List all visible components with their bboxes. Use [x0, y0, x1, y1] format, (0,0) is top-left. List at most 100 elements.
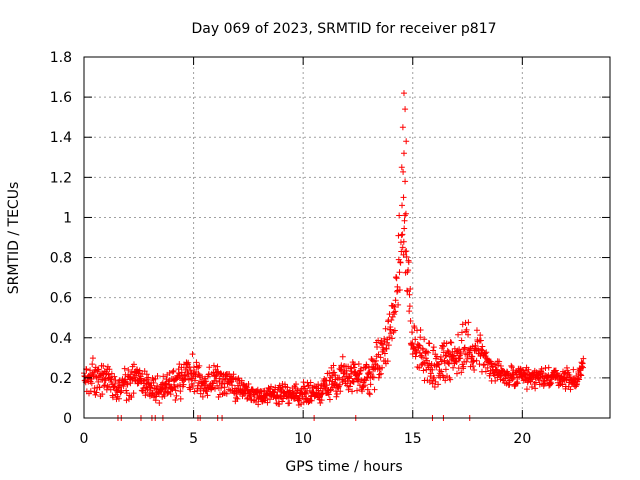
data-point: [196, 362, 203, 369]
data-point: [458, 369, 465, 376]
data-point: [156, 400, 163, 407]
data-point: [417, 326, 424, 333]
x-tick-label: 0: [80, 431, 89, 447]
data-point: [279, 398, 286, 405]
grid-lines: [84, 57, 610, 418]
data-point: [375, 374, 382, 381]
data-point: [243, 384, 250, 391]
data-point: [440, 374, 447, 381]
data-point: [89, 355, 96, 362]
data-point: [244, 395, 251, 402]
x-tick-label: 15: [404, 431, 422, 447]
data-point: [419, 354, 426, 361]
data-point: [430, 347, 437, 354]
data-point: [284, 384, 291, 391]
data-point: [364, 386, 371, 393]
data-point: [464, 355, 471, 362]
data-point: [471, 366, 478, 373]
data-point: [95, 366, 102, 373]
data-point: [99, 391, 106, 398]
data-point: [204, 392, 211, 399]
data-point: [177, 395, 184, 402]
data-point: [463, 358, 470, 365]
data-point: [203, 378, 210, 385]
data-point: [366, 390, 373, 397]
data-point: [483, 349, 490, 356]
data-point: [405, 267, 412, 274]
data-point: [318, 391, 325, 398]
data-point: [124, 381, 131, 388]
data-point: [346, 383, 353, 390]
data-point: [349, 388, 356, 395]
data-point: [426, 340, 433, 347]
data-point: [351, 364, 358, 371]
data-point: [412, 336, 419, 343]
data-point: [214, 363, 221, 370]
data-point: [115, 395, 122, 402]
y-tick-label: 0.8: [50, 251, 72, 267]
data-point: [416, 342, 423, 349]
data-point: [398, 164, 405, 171]
data-point: [435, 381, 442, 388]
data-point: [391, 327, 398, 334]
data-point: [561, 370, 568, 377]
data-point: [417, 334, 424, 341]
data-point: [404, 287, 411, 294]
data-point: [409, 329, 416, 336]
data-point: [458, 329, 465, 336]
data-point: [509, 376, 516, 383]
data-point: [330, 362, 337, 369]
data-point: [392, 297, 399, 304]
data-point: [420, 367, 427, 374]
y-tick-label: 1.2: [50, 170, 72, 186]
data-point: [376, 371, 383, 378]
data-point: [480, 362, 487, 369]
data-point: [400, 90, 407, 97]
data-point: [574, 375, 581, 382]
data-point: [366, 391, 373, 398]
x-axis-title: GPS time / hours: [285, 459, 402, 475]
data-point: [329, 373, 336, 380]
data-point: [377, 370, 384, 377]
data-point: [423, 348, 430, 355]
data-point: [268, 383, 275, 390]
data-point: [335, 383, 342, 390]
data-point: [395, 232, 402, 239]
data-point: [326, 370, 333, 377]
data-point: [438, 368, 445, 375]
data-point: [431, 384, 438, 391]
data-point: [403, 138, 410, 145]
data-point: [223, 390, 230, 397]
data-point: [443, 340, 450, 347]
data-point: [570, 366, 577, 373]
data-point: [465, 319, 472, 326]
data-point: [540, 370, 547, 377]
data-point: [465, 331, 472, 338]
data-point: [494, 374, 501, 381]
data-point: [453, 370, 460, 377]
data-point: [481, 361, 488, 368]
data-point: [160, 373, 167, 380]
axis-ticks: 0 0.2 0.4 0.6 0.8 1 1.2 1.4 1.6 1.8 0 5 10 15 20: [50, 50, 610, 447]
data-point: [381, 350, 388, 357]
data-point: [391, 303, 398, 310]
data-point: [145, 374, 152, 381]
data-point: [104, 383, 111, 390]
data-point: [580, 355, 587, 362]
data-point: [339, 353, 346, 360]
data-point: [233, 394, 240, 401]
data-point: [180, 381, 187, 388]
chart-title: Day 069 of 2023, SRMTID for receiver p81…: [191, 21, 496, 37]
data-point: [178, 369, 185, 376]
y-axis-title: SRMTID / TECUs: [6, 182, 22, 295]
data-point: [171, 383, 178, 390]
data-point: [457, 355, 464, 362]
data-point: [455, 331, 462, 338]
data-point: [445, 360, 452, 367]
data-point: [576, 376, 583, 383]
data-point: [380, 346, 387, 353]
data-point: [166, 370, 173, 377]
data-point: [449, 353, 456, 360]
x-tick-label: 5: [189, 431, 198, 447]
data-point: [578, 372, 585, 379]
